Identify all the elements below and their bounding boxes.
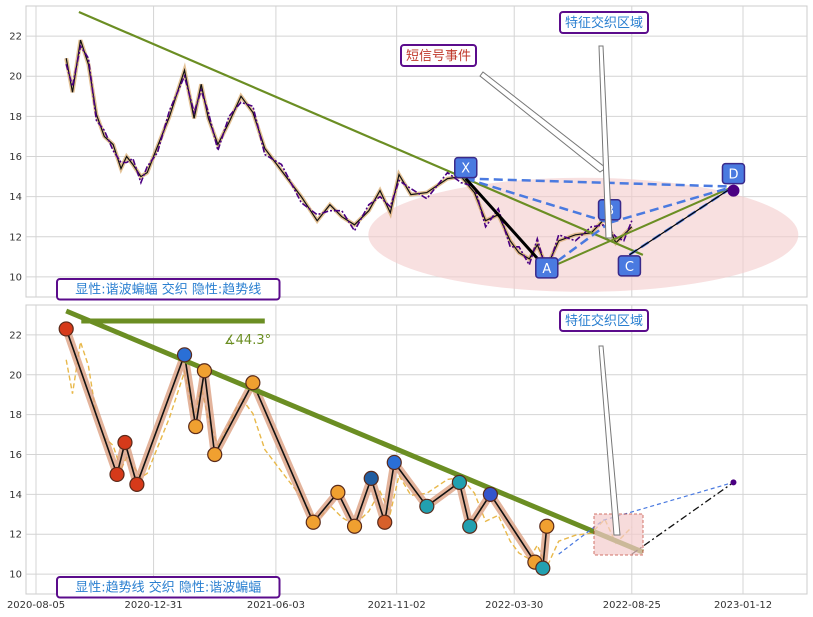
harmonic-label-X-box — [454, 156, 478, 179]
zigzag-marker — [346, 518, 363, 534]
y-tick-label: 22 — [9, 32, 22, 43]
intersection-arrow — [598, 45, 613, 239]
zigzag-marker — [462, 518, 478, 534]
zigzag-marker — [109, 466, 125, 483]
zigzag-marker — [117, 434, 133, 451]
zigzag-marker — [188, 418, 204, 435]
zigzag-marker — [482, 486, 498, 502]
harmonic-dash-XB — [465, 177, 610, 224]
y-tick-label: 20 — [9, 72, 22, 83]
zigzag-line — [65, 328, 548, 570]
top-panel: XABCD短信号事件特征交织区域显性:谐波蝙蝠 交织 隐性:趋势线 — [56, 10, 799, 301]
zigzag-marker — [539, 518, 555, 534]
harmonic-dash-AB — [546, 221, 611, 270]
harmonic-dash-XD — [465, 177, 734, 188]
intersection-arrow — [598, 345, 621, 536]
zigzag-marker — [330, 484, 346, 500]
zigzag-marker — [377, 514, 393, 530]
zigzag-marker — [305, 514, 321, 530]
intersection-label-box — [559, 11, 649, 34]
y-tick-label: 16 — [9, 450, 22, 461]
harmonic-label-D: D — [728, 168, 738, 183]
y-tick-label: 22 — [9, 330, 22, 341]
intersection-label: 特征交织区域 — [565, 313, 643, 329]
zigzag-marker — [419, 498, 435, 514]
short-signal-label: 短信号事件 — [406, 49, 471, 64]
y-tick-label: 14 — [9, 192, 22, 203]
bottom-legend-label-box — [56, 576, 281, 599]
x-tick-label: 2022-08-25 — [603, 600, 661, 611]
zigzag-marker — [58, 321, 74, 337]
zigzag-marker — [363, 470, 379, 486]
harmonic-label-A-box — [535, 257, 559, 279]
x-axis-ticks: 2020-08-05 2020-12-31 2021-06-03 2021-11-02… — [7, 600, 772, 611]
zigzag-marker — [451, 474, 468, 490]
harmonic-label-C-box — [617, 255, 642, 277]
y-tick-label: 12 — [9, 530, 22, 541]
harmonic-leg-CD — [629, 186, 734, 256]
zigzag-marker — [386, 454, 402, 471]
zigzag-marker — [207, 446, 223, 463]
harmonic-point-D-dot — [727, 184, 740, 197]
trendline-2 — [546, 185, 734, 270]
x-tick-label: 2021-06-03 — [247, 600, 305, 611]
zigzag-marker — [535, 560, 551, 576]
trendline — [65, 308, 644, 555]
angle-label: ∡44.3° — [224, 333, 271, 348]
harmonic-label-X: X — [461, 162, 470, 177]
panel-frame — [25, 304, 808, 595]
trendline — [78, 10, 644, 256]
x-tick-label: 2020-08-05 — [7, 600, 65, 611]
zigzag-marker — [176, 347, 193, 363]
y-tick-label: 20 — [9, 370, 22, 381]
bottom-legend-label: 显性:趋势线 交织 隐性:谐波蝙蝠 — [75, 580, 261, 596]
y-tick-label: 10 — [9, 272, 22, 283]
y-tick-label: 18 — [9, 112, 22, 123]
intersection-label-box — [559, 309, 649, 332]
harmonic-label-C: C — [625, 260, 634, 275]
harmonic-dash-BD — [609, 185, 734, 224]
zigzag-marker — [196, 363, 213, 379]
forecast-dashdot — [631, 481, 734, 555]
short-signal-label-box — [400, 44, 477, 67]
top-legend-label-box — [56, 278, 281, 301]
x-tick-label: 2020-12-31 — [125, 600, 183, 611]
forecast-dash-1 — [558, 519, 604, 555]
harmonic-label-A: A — [542, 262, 551, 277]
harmonic-label-D-box — [721, 162, 746, 185]
x-tick-label: 2023-01-12 — [714, 600, 772, 611]
y-tick-label: 10 — [9, 570, 22, 581]
y-tick-label: 12 — [9, 232, 22, 243]
forecast-end-dot — [730, 479, 737, 486]
short-signal-arrow — [479, 71, 607, 173]
y-tick-label: 16 — [9, 152, 22, 163]
x-tick-label: 2021-11-02 — [368, 600, 426, 611]
y-tick-label: 14 — [9, 490, 22, 501]
harmonic-leg-XA — [464, 177, 548, 270]
top-legend-label: 显性:谐波蝙蝠 交织 隐性:趋势线 — [75, 282, 261, 298]
y-tick-label: 18 — [9, 410, 22, 421]
zigzag-marker — [129, 476, 145, 492]
zigzag-marker — [245, 375, 261, 391]
intersection-label: 特征交织区域 — [565, 15, 643, 31]
x-tick-label: 2022-03-30 — [485, 600, 543, 611]
